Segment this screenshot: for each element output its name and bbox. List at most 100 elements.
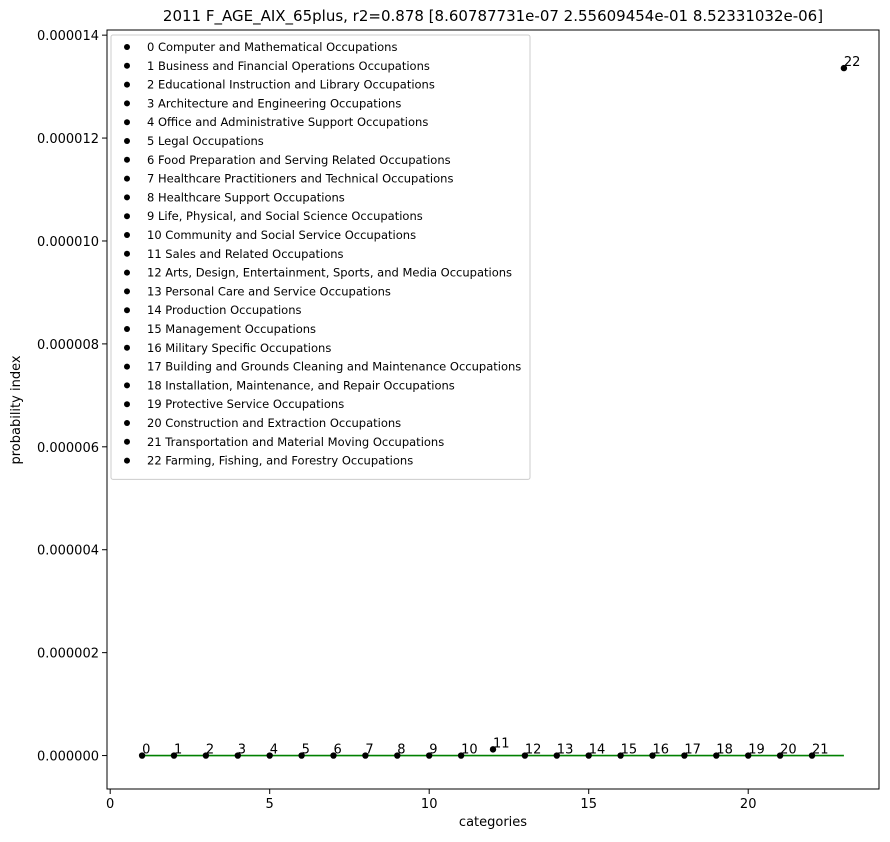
data-point xyxy=(745,752,752,759)
legend-marker xyxy=(124,269,130,276)
legend-entry: 13 Personal Care and Service Occupations xyxy=(147,284,391,298)
point-label: 12 xyxy=(525,743,542,758)
y-tick-label: 0.000002 xyxy=(37,647,99,662)
point-label: 1 xyxy=(174,743,182,758)
legend-entry: 10 Community and Social Service Occupati… xyxy=(147,228,416,242)
data-point xyxy=(617,752,624,759)
point-label: 3 xyxy=(238,743,246,758)
data-point xyxy=(266,752,273,759)
data-point xyxy=(521,752,529,759)
point-label: 5 xyxy=(302,743,310,758)
data-point xyxy=(298,752,305,759)
data-point xyxy=(808,752,816,759)
legend-entry: 17 Building and Grounds Cleaning and Mai… xyxy=(147,360,521,374)
legend-marker xyxy=(124,344,130,351)
data-point xyxy=(330,752,337,759)
legend-marker xyxy=(124,420,130,426)
x-tick-label: 10 xyxy=(421,797,438,812)
legend-marker xyxy=(124,175,130,182)
legend-marker xyxy=(124,438,130,445)
point-label: 2 xyxy=(206,743,214,758)
legend-entry: 6 Food Preparation and Serving Related O… xyxy=(147,153,451,167)
data-point xyxy=(489,746,497,753)
data-point xyxy=(585,752,592,759)
point-label: 6 xyxy=(333,743,341,758)
plot-frame xyxy=(106,29,880,790)
legend-marker xyxy=(124,213,130,220)
legend-marker xyxy=(124,81,130,88)
x-tick-label: 5 xyxy=(266,797,274,812)
data-point xyxy=(425,752,433,759)
legend-marker xyxy=(124,232,130,238)
legend-entry: 4 Office and Administrative Support Occu… xyxy=(147,115,428,129)
point-label: 21 xyxy=(812,743,829,758)
data-point xyxy=(234,752,241,759)
y-tick-label: 0.000010 xyxy=(37,235,99,250)
point-label: 15 xyxy=(621,743,638,758)
legend-marker xyxy=(124,326,130,332)
legend-marker xyxy=(124,156,130,163)
y-tick-label: 0.000014 xyxy=(37,29,99,44)
legend-entry: 12 Arts, Design, Entertainment, Sports, … xyxy=(147,266,512,280)
legend: 0 Computer and Mathematical Occupations 1… xyxy=(110,34,531,480)
legend-entry: 11 Sales and Related Occupations xyxy=(147,247,344,261)
chart-title: 2011 F_AGE_AIX_65plus, r2=0.878 [8.60787… xyxy=(163,7,823,26)
data-point xyxy=(681,752,688,759)
data-point xyxy=(776,752,784,759)
point-label: 0 xyxy=(142,743,150,758)
legend-marker xyxy=(124,62,130,69)
legend-marker xyxy=(124,100,130,107)
legend-marker xyxy=(124,307,130,314)
legend-marker xyxy=(124,250,130,257)
point-label: 22 xyxy=(844,55,861,70)
legend-entry: 5 Legal Occupations xyxy=(147,134,264,148)
y-tick-label: 0.000012 xyxy=(37,132,99,147)
point-label: 20 xyxy=(780,743,797,758)
y-tick-label: 0.000004 xyxy=(37,544,99,559)
data-point xyxy=(713,752,720,759)
point-label: 8 xyxy=(397,743,405,758)
x-tick-label: 0 xyxy=(106,797,114,812)
data-point xyxy=(649,752,656,759)
legend-entry: 8 Healthcare Support Occupations xyxy=(147,190,345,204)
y-tick-label: 0.000000 xyxy=(37,750,99,765)
legend-entry: 14 Production Occupations xyxy=(147,303,301,317)
legend-marker xyxy=(124,382,130,389)
legend-marker xyxy=(124,44,130,50)
data-point xyxy=(394,752,401,759)
data-point xyxy=(362,752,369,759)
point-label: 16 xyxy=(653,743,670,758)
legend-entry: 0 Computer and Mathematical Occupations xyxy=(147,40,397,54)
legend-marker xyxy=(124,401,130,408)
y-axis-label: probability index xyxy=(9,355,24,464)
data-point xyxy=(202,752,210,759)
y-tick-label: 0.000006 xyxy=(37,441,99,456)
legend-entry: 3 Architecture and Engineering Occupatio… xyxy=(147,96,401,110)
legend-entry: 1 Business and Financial Operations Occu… xyxy=(147,59,430,73)
point-label: 13 xyxy=(557,743,574,758)
point-label: 7 xyxy=(365,743,373,758)
x-tick-label: 15 xyxy=(580,797,597,812)
point-label: 17 xyxy=(684,743,701,758)
legend-entry: 15 Management Occupations xyxy=(147,322,316,336)
legend-marker xyxy=(124,363,130,370)
x-tick-label: 20 xyxy=(740,797,757,812)
legend-entry: 2 Educational Instruction and Library Oc… xyxy=(147,78,435,92)
point-label: 14 xyxy=(589,743,606,758)
legend-entry: 9 Life, Physical, and Social Science Occ… xyxy=(147,209,423,223)
legend-entry: 21 Transportation and Material Moving Oc… xyxy=(147,435,444,449)
point-label: 18 xyxy=(716,743,733,758)
legend-marker xyxy=(124,119,130,126)
x-axis-label: categories xyxy=(459,815,527,830)
point-label: 10 xyxy=(461,743,478,758)
legend-entry: 22 Farming, Fishing, and Forestry Occupa… xyxy=(147,454,413,468)
legend-marker xyxy=(124,288,130,295)
legend-entry: 18 Installation, Maintenance, and Repair… xyxy=(147,378,455,392)
point-label: 9 xyxy=(429,743,437,758)
legend-marker xyxy=(124,457,130,464)
legend-entry: 7 Healthcare Practitioners and Technical… xyxy=(147,172,453,186)
data-point xyxy=(138,752,146,759)
data-point xyxy=(170,752,178,759)
legend-box xyxy=(110,34,531,480)
